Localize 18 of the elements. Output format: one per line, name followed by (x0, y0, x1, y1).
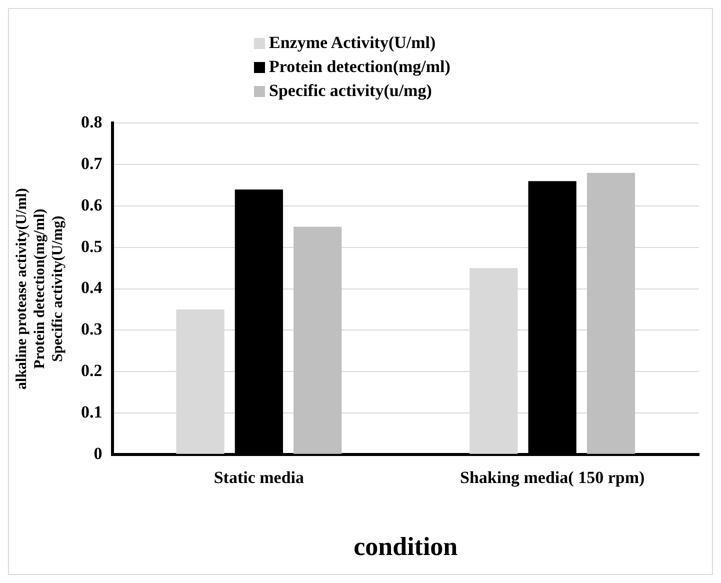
legend-label: Specific activity(u/mg) (269, 81, 432, 101)
y-tick-label: 0.6 (81, 195, 102, 214)
y-tick-label: 0.2 (81, 360, 102, 380)
y-tick-label: 0 (94, 444, 102, 463)
bar (586, 172, 636, 454)
bar (294, 226, 342, 454)
y-tick-label: 0.1 (81, 402, 102, 422)
y-axis-title: alkaline protease activity(U/ml) Protein detection(mg/ml) Specific activity(U/mg) (14, 188, 66, 390)
y-tick-label: 0.4 (81, 278, 103, 298)
y-tick-label: 0.3 (81, 320, 102, 339)
y-tick-label: 0.7 (81, 154, 103, 173)
x-tick-label: Static media (214, 468, 305, 487)
x-axis-title: condition (354, 532, 458, 562)
y-tick-label: 0.5 (81, 236, 102, 256)
legend-label: Protein detection(mg/ml) (269, 57, 450, 77)
legend-label: Enzyme Activity(U/ml) (269, 33, 436, 53)
y-tick-label: 0.8 (81, 112, 102, 132)
x-tick-label: Shaking media( 150 rpm) (460, 468, 645, 487)
